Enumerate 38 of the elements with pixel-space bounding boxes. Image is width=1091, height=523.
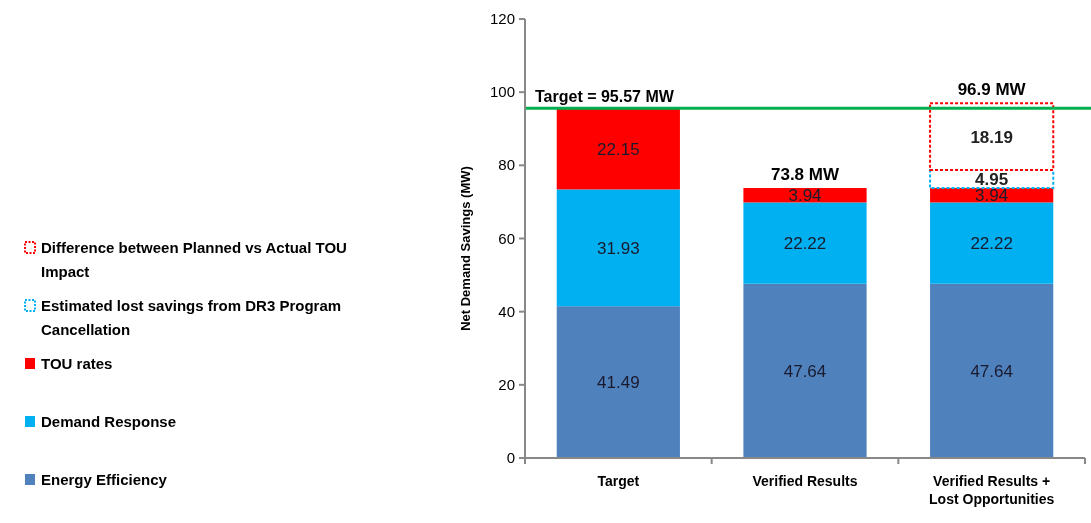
x-tick-label: Target: [597, 473, 640, 489]
legend-label: TOU rates: [41, 355, 113, 372]
bar: [930, 283, 1054, 458]
bar: [556, 306, 680, 458]
data-label: 3.94: [788, 186, 822, 206]
y-tick-label: 120: [489, 10, 515, 27]
y-tick-label: 20: [498, 375, 515, 393]
bar: [743, 283, 867, 458]
data-label: 22.22: [970, 234, 1013, 254]
data-label: 47.64: [783, 361, 827, 381]
data-label: 4.95: [975, 169, 1009, 189]
total-label: 96.9 MW: [957, 80, 1027, 100]
y-axis-title: Net Demand Savings (MW): [458, 166, 473, 331]
data-label: 47.64: [970, 361, 1013, 381]
bar: [556, 108, 680, 190]
data-label: 18.19: [970, 127, 1013, 147]
y-tick-label: 100: [489, 83, 515, 101]
data-label: 22.22: [783, 234, 827, 254]
legend-label: Energy Efficiency: [41, 471, 168, 488]
legend-label: Demand Response: [41, 413, 177, 430]
total-label: 73.8 MW: [770, 165, 840, 185]
legend-label: Estimated lost savings from DR3 Program Cancellation: [41, 297, 342, 338]
y-tick-label: 60: [498, 229, 515, 247]
bar: [930, 202, 1054, 284]
y-tick-label: 80: [498, 156, 515, 174]
y-tick-label: 0: [506, 449, 515, 466]
data-label: 22.15: [597, 139, 640, 159]
bar: [929, 102, 1055, 171]
x-tick-label: Verified Results: [752, 473, 858, 489]
x-tick-label: Verified Results + Lost Opportunities: [929, 473, 1055, 507]
bar: [743, 202, 867, 284]
data-label: 31.93: [597, 238, 640, 258]
data-label: 3.94: [975, 186, 1009, 206]
bar: [556, 189, 680, 307]
ref-line-label: Target = 95.57 MW: [535, 88, 675, 106]
legend-label: Difference between Planned vs Actual TOU Impact: [41, 239, 347, 280]
y-tick-label: 40: [498, 302, 515, 320]
data-label: 41.49: [597, 373, 640, 393]
